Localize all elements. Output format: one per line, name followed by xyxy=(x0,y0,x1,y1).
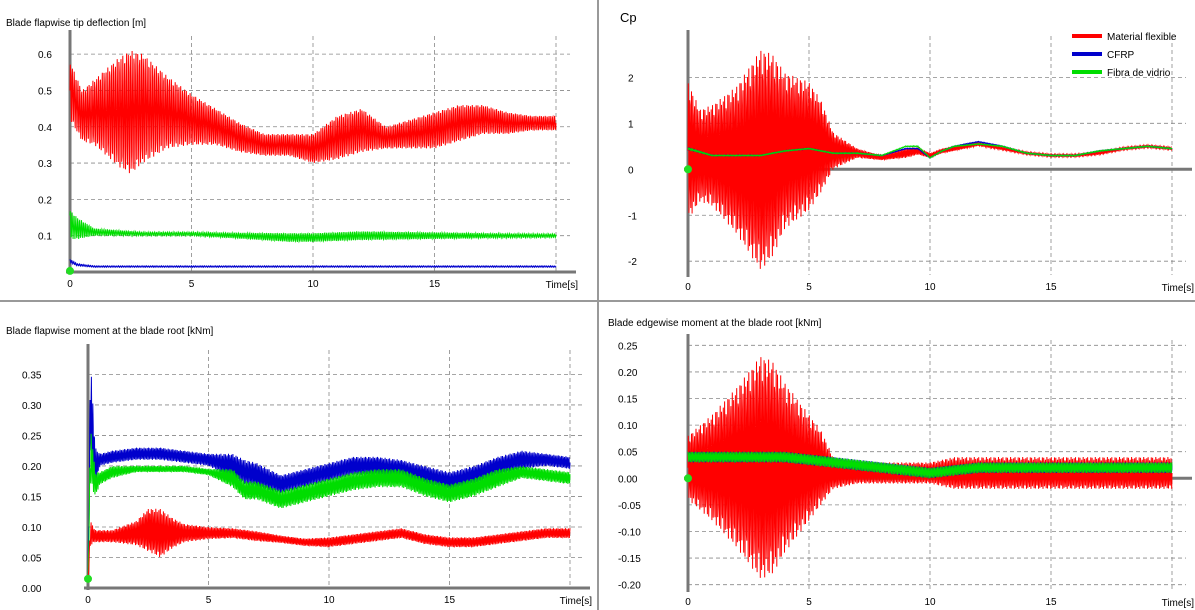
y-tick-label: 0.05 xyxy=(22,553,42,564)
y-tick-label: 0.4 xyxy=(38,123,52,134)
y-tick-label: 0.3 xyxy=(38,159,52,170)
x-tick-label: 5 xyxy=(806,597,812,608)
y-tick-label: 0.10 xyxy=(618,421,638,432)
series-line-1 xyxy=(687,50,1173,269)
y-tick-label: 0.35 xyxy=(22,370,42,381)
x-tick-label: 5 xyxy=(806,282,812,293)
y-tick-label: -0.05 xyxy=(618,501,641,512)
x-tick-label: 0 xyxy=(67,279,73,290)
y-tick-label: -2 xyxy=(628,257,637,268)
y-tick-label: 0 xyxy=(628,165,634,176)
x-tick-label: 15 xyxy=(1045,597,1057,608)
series-line-2 xyxy=(87,433,571,582)
start-marker xyxy=(684,165,692,174)
x-axis-label: Time[s] xyxy=(1162,283,1195,294)
legend-label: CFRP xyxy=(1107,50,1135,61)
chart-panel-2: Cp -2 -1 0 1 2 0 5 10 15 Time[s] Material flexible C… xyxy=(620,10,1194,294)
y-tick-label: 0.15 xyxy=(618,395,638,406)
chart-title: Blade flapwise tip deflection [m] xyxy=(6,18,146,29)
y-tick-label: 0.6 xyxy=(38,50,52,61)
y-tick-label: -0.15 xyxy=(618,554,641,565)
series-line-3 xyxy=(87,508,571,582)
legend: Material flexible CFRP Fibra de vidrio xyxy=(1072,32,1177,79)
x-tick-label: 0 xyxy=(685,597,691,608)
y-tick-label: 0.15 xyxy=(22,492,42,503)
chart-title: Cp xyxy=(620,10,637,25)
x-tick-label: 5 xyxy=(189,279,195,290)
start-marker xyxy=(66,266,74,275)
y-tick-label: 0.1 xyxy=(38,232,52,243)
series-line-1 xyxy=(69,50,557,174)
chart-title: Blade edgewise moment at the blade root … xyxy=(608,318,822,329)
x-tick-label: 10 xyxy=(323,595,335,606)
y-tick-label: 0.2 xyxy=(38,195,52,206)
x-tick-label: 15 xyxy=(444,595,456,606)
y-tick-label: -0.20 xyxy=(618,581,641,592)
x-axis-label: Time[s] xyxy=(1162,598,1195,609)
y-tick-label: 0.30 xyxy=(22,401,42,412)
y-tick-label: -1 xyxy=(628,211,637,222)
legend-label: Fibra de vidrio xyxy=(1107,68,1171,79)
x-axis-label: Time[s] xyxy=(560,596,593,607)
chart-panel-4: Blade edgewise moment at the blade root … xyxy=(608,318,1194,609)
chart-panel-3: Blade flapwise moment at the blade root … xyxy=(6,326,592,607)
x-tick-label: 0 xyxy=(685,282,691,293)
y-tick-label: 0.25 xyxy=(618,341,638,352)
y-tick-label: 0.20 xyxy=(618,368,638,379)
series-line-3 xyxy=(687,142,1173,159)
x-tick-label: 10 xyxy=(924,597,936,608)
chart-panel-1: Blade flapwise tip deflection [m] 0.1 0.2 0… xyxy=(6,18,578,291)
y-tick-label: 2 xyxy=(628,73,634,84)
series-line-1 xyxy=(87,376,571,582)
y-tick-label: -0.10 xyxy=(618,527,641,538)
x-tick-label: 5 xyxy=(206,595,212,606)
y-tick-label: 0.00 xyxy=(618,474,638,485)
x-tick-label: 15 xyxy=(429,279,441,290)
x-tick-label: 15 xyxy=(1045,282,1057,293)
start-marker xyxy=(684,474,692,483)
series-line-3 xyxy=(687,451,1173,479)
y-tick-label: 0.00 xyxy=(22,584,42,595)
x-axis-label: Time[s] xyxy=(546,280,579,291)
series-line-3 xyxy=(69,259,557,269)
legend-label: Material flexible xyxy=(1107,32,1177,43)
chart-title: Blade flapwise moment at the blade root … xyxy=(6,326,214,337)
x-tick-label: 0 xyxy=(85,595,91,606)
series-line-2 xyxy=(69,211,557,244)
start-marker xyxy=(84,574,92,583)
y-tick-label: 0.05 xyxy=(618,448,638,459)
y-tick-label: 0.5 xyxy=(38,86,52,97)
y-tick-label: 0.20 xyxy=(22,462,42,473)
x-tick-label: 10 xyxy=(924,282,936,293)
y-tick-label: 0.10 xyxy=(22,523,42,534)
x-tick-label: 10 xyxy=(307,279,319,290)
y-tick-label: 1 xyxy=(628,119,634,130)
y-tick-label: 0.25 xyxy=(22,431,42,442)
